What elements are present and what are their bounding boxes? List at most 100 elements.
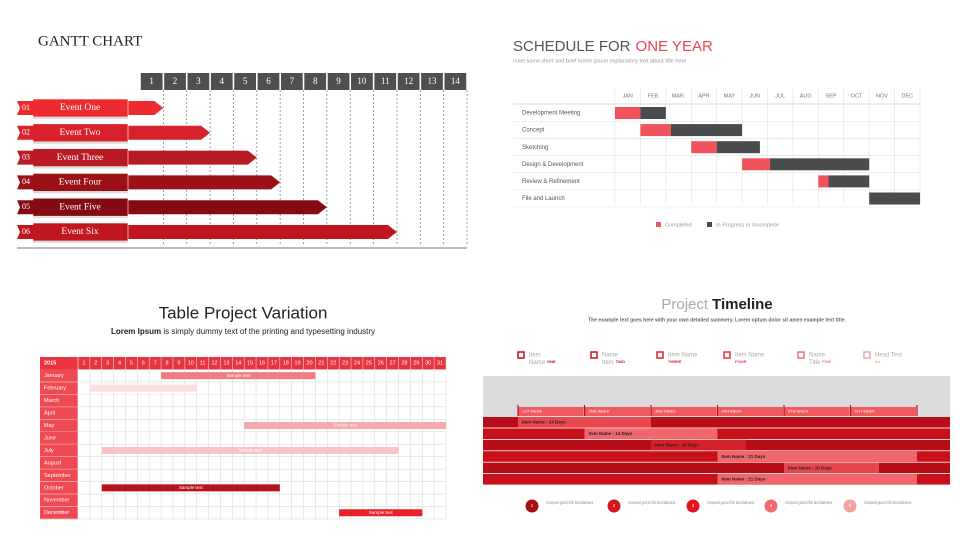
column-header — [374, 73, 397, 90]
column-label: 13 — [428, 76, 438, 86]
column-header — [164, 73, 186, 90]
note-text: Creepeed god air fish land darkness. — [864, 500, 912, 505]
task-bar — [717, 451, 917, 462]
month-label: DEC — [902, 93, 914, 99]
legend-swatch — [656, 222, 661, 227]
legend-line2-text: Title — [809, 360, 821, 366]
event-number-tab — [17, 125, 35, 140]
day-label: 4 — [118, 361, 121, 367]
day-label: 1 — [82, 361, 85, 367]
chart-title: GANTT CHART — [38, 33, 142, 49]
day-label: 21 — [318, 361, 324, 367]
legend-swatch — [797, 351, 805, 359]
note-text: Creepeed god air fish land darkness. — [628, 500, 676, 505]
legend-label: In Progress or Incomplete — [716, 222, 779, 228]
month-label: JAN — [623, 93, 633, 99]
column-label: 4 — [220, 76, 225, 86]
week-header — [784, 407, 850, 416]
month-label: September — [44, 473, 71, 479]
schedule-bar — [615, 107, 641, 119]
note-number: 4 — [770, 503, 773, 508]
subtitle-text: is simply dummy text of the printing and… — [161, 327, 375, 336]
variation-bar — [244, 422, 446, 430]
note-circle — [607, 499, 621, 513]
task-bar — [584, 428, 718, 439]
task-label: Concept — [522, 128, 545, 134]
day-label: 15 — [247, 361, 253, 367]
event-shadow — [33, 141, 128, 144]
column-label: 5 — [243, 76, 248, 86]
title-text: SCHEDULE FOR — [513, 38, 631, 55]
note-number: 3 — [692, 503, 695, 508]
event-shadow — [33, 166, 128, 169]
schedule-bar — [691, 141, 717, 154]
event-number: 06 — [22, 227, 30, 236]
month-label: SEP — [826, 93, 837, 99]
month-label: January — [44, 373, 64, 379]
event-number-tab — [17, 175, 35, 190]
day-label: 25 — [366, 361, 372, 367]
bar-label: Sample text — [179, 485, 204, 490]
month-label: February — [44, 386, 66, 392]
day-label: 20 — [306, 361, 312, 367]
legend-tag: FOUR — [735, 359, 746, 364]
task-label: Item Name : 14 Days — [522, 420, 566, 425]
day-label: 31 — [437, 361, 443, 367]
legend-line2-text: Name — [529, 360, 546, 366]
schedule-bar — [828, 175, 870, 188]
column-header — [397, 73, 420, 90]
column-label: 3 — [196, 76, 201, 86]
task-label: Item Name : 10 Days — [788, 465, 832, 470]
legend-swatch — [590, 351, 598, 359]
column-label: 14 — [451, 76, 461, 86]
task-label: Item Name : 21 Days — [722, 477, 766, 482]
column-label: 1 — [149, 76, 154, 86]
header-row — [40, 357, 446, 370]
legend-tag: six — [875, 359, 881, 364]
task-label: Item Name : 14 Days — [589, 431, 633, 436]
legend-line1: Item — [529, 353, 541, 359]
month-label: MAY — [724, 93, 736, 99]
legend-tag: FIVE — [822, 359, 831, 364]
note-number: 1 — [531, 503, 534, 508]
week-header — [717, 407, 783, 416]
column-label: 6 — [266, 76, 271, 86]
note-circle — [525, 499, 539, 513]
column-header — [210, 73, 233, 90]
column-header — [444, 73, 467, 90]
task-bar — [518, 417, 651, 428]
legend-swatch — [723, 351, 731, 359]
column-header — [234, 73, 256, 90]
subtitle-bold: Lorem Ipsum — [111, 327, 161, 336]
column-label: 11 — [381, 76, 390, 86]
event-number: 02 — [22, 128, 30, 137]
day-label: 5 — [130, 361, 133, 367]
event-label: Event Four — [59, 178, 102, 188]
bar-label: Sample text — [369, 510, 394, 515]
variation-bar — [161, 372, 316, 380]
week-header — [518, 407, 584, 416]
task-label: Development Meeting — [522, 111, 580, 117]
variation-bar — [101, 484, 280, 492]
schedule-bar — [640, 107, 666, 119]
variation-bar — [101, 446, 399, 454]
legend-tag: THREE — [668, 359, 682, 364]
legend-line1: Name — [809, 353, 826, 359]
day-label: 27 — [390, 361, 396, 367]
day-label: 13 — [223, 361, 229, 367]
bar-label: Sample text — [226, 373, 251, 378]
task-bar — [717, 474, 917, 485]
column-label: 7 — [290, 76, 295, 86]
legend-swatch — [707, 222, 712, 227]
month-label: JUN — [749, 93, 760, 99]
legend-tag: TWO — [616, 359, 625, 364]
subtitle: Inset some short and brief lorem ipsum e… — [513, 58, 686, 64]
task-row — [483, 462, 950, 474]
legend-swatch — [517, 351, 525, 359]
legend-line1: Name — [602, 353, 619, 359]
event-label: Event Two — [59, 128, 100, 138]
note-circle — [764, 499, 778, 513]
event-number: 03 — [22, 152, 30, 161]
schedule-bar — [716, 141, 760, 154]
legend-label: Completed — [665, 222, 692, 228]
